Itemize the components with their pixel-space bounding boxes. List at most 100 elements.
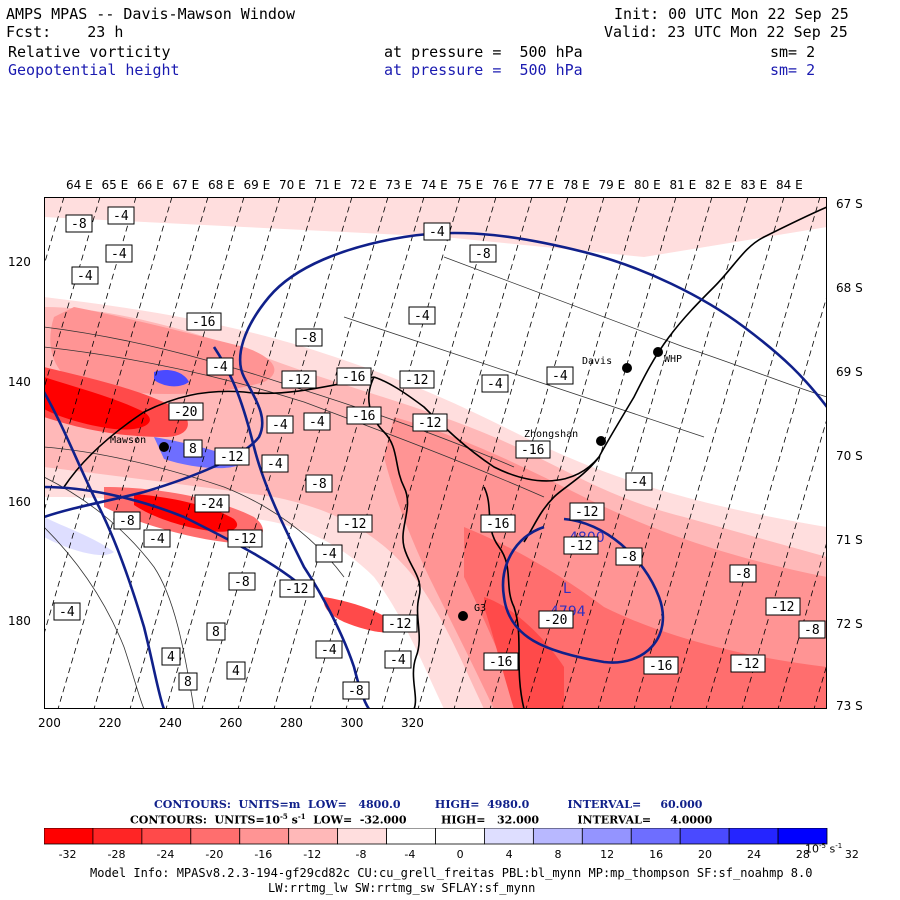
lat-tick-label: 71 S (836, 533, 863, 547)
contour-label-box (569, 502, 605, 521)
colorbar-swatch (288, 828, 339, 845)
lat-tick-label: 69 S (836, 365, 863, 379)
contour-label: -16 (649, 659, 672, 674)
field2-smoothing: sm= 2 (770, 61, 816, 79)
contour-label-box (226, 661, 246, 680)
meridian-line (273, 197, 425, 709)
colorbar-swatch (190, 828, 241, 845)
contour-label: -8 (735, 567, 751, 582)
zhongshan-marker (596, 436, 606, 446)
contour-label: -8 (301, 331, 317, 346)
y-tick-label: 180 (8, 614, 31, 628)
contour-label-box (315, 544, 343, 563)
station-markers (159, 347, 663, 621)
lon-tick-label: 77 E (527, 178, 555, 192)
contour-label-box (336, 367, 372, 386)
colorbar-swatch (337, 828, 387, 845)
contour-label: -4 (267, 457, 283, 472)
contour-label: -4 (390, 653, 406, 668)
x-tick-label: 220 (98, 716, 122, 730)
contour-label-box (483, 652, 519, 671)
colorbar-tick: -8 (355, 848, 367, 861)
contour-label-box (643, 656, 679, 675)
meridian-line (705, 294, 827, 709)
contour-label: -16 (352, 409, 375, 424)
contour-label-box (266, 415, 294, 434)
contour-label: -8 (311, 477, 327, 492)
colorbar-swatch (581, 828, 632, 845)
colorbar-swatch (679, 828, 730, 845)
colorbar (44, 828, 828, 845)
colorbar-tick: 32 (844, 848, 859, 861)
mawson-marker (159, 442, 169, 452)
contour-label-box (480, 514, 516, 533)
colorbar-tick: -28 (107, 848, 126, 861)
colorbar-swatch (239, 828, 290, 845)
x-tick-label: 300 (340, 716, 364, 730)
colorbar-swatch (386, 828, 436, 845)
vorticity-contour-info: CONTOURS: UNITS=10-5 s-1 LOW= -32.000 HI… (130, 812, 713, 827)
contour-label-box (408, 306, 436, 325)
lon-tick-label: 68 E (208, 178, 235, 192)
contour-label: -12 (405, 373, 428, 388)
contour-label: -12 (343, 517, 366, 532)
contour-label-box (228, 572, 256, 591)
x-tick-label: 320 (401, 716, 424, 730)
contour-label: -8 (475, 247, 491, 262)
field1-name: Relative vorticity (8, 43, 171, 61)
model-info-line2: LW:rrtmg_lw SW:rrtmg_sw SFLAY:sf_mynn (268, 881, 536, 895)
contour-label: -16 (486, 517, 509, 532)
contour-label: -4 (321, 547, 337, 562)
contour-label: -4 (59, 605, 75, 620)
contour-label-box (65, 214, 93, 233)
lon-tick-label: 74 E (421, 178, 448, 192)
meridian-line (165, 197, 317, 709)
contour-label: -20 (174, 405, 197, 420)
vorticity-map: Davis WHP Zhongshan Mawson G3 4800 L 479… (44, 197, 827, 709)
contour-label-box (384, 650, 412, 669)
contour-label-box (423, 222, 451, 241)
contour-label-box (563, 536, 599, 555)
field1-smoothing: sm= 2 (770, 43, 816, 61)
x-tick-label: 280 (280, 716, 303, 730)
lon-tick-label: 79 E (598, 178, 626, 192)
contour-label: -8 (804, 623, 820, 638)
lon-tick-label: 84 E (776, 178, 803, 192)
contour-label-box (71, 266, 99, 285)
contour-label: -12 (233, 532, 256, 547)
lon-tick-label: 73 E (385, 178, 413, 192)
davis-label: Davis (582, 356, 612, 367)
contour-label-box (183, 439, 203, 458)
contour-label: -4 (111, 247, 127, 262)
contour-label-box (546, 366, 574, 385)
coastline (63, 206, 827, 709)
vorticity-contours (44, 256, 827, 709)
contour-label-box (798, 620, 826, 639)
meridian-line (129, 197, 281, 709)
zhongshan-label: Zhongshan (524, 429, 578, 440)
contour-label: 4 (167, 650, 175, 665)
contour-label-box (615, 547, 643, 566)
contour-label: -16 (521, 443, 544, 458)
geopotential-height-contours (44, 231, 827, 709)
contour-label: -12 (418, 416, 441, 431)
contour-label: -8 (234, 575, 250, 590)
contour-label-box (227, 529, 263, 548)
lon-tick-label: 69 E (243, 178, 271, 192)
contour-label-box (295, 328, 323, 347)
contour-label-box (538, 610, 574, 629)
colorbar-tick: -24 (156, 848, 175, 861)
x-tick-label: 260 (219, 716, 243, 730)
colorbar-tick: 20 (698, 848, 713, 861)
contour-label-box (730, 654, 766, 673)
meridian-line (44, 197, 173, 636)
contour-label-box (337, 514, 373, 533)
contour-label: 4 (232, 664, 240, 679)
contour-label: -4 (113, 209, 129, 224)
contour-label-box (53, 602, 81, 621)
contour-label: -8 (119, 514, 135, 529)
lon-tick-label: 75 E (456, 178, 484, 192)
colorbar-tick: 24 (746, 848, 761, 861)
contour-label: -12 (736, 657, 759, 672)
contour-label-box (107, 206, 135, 225)
